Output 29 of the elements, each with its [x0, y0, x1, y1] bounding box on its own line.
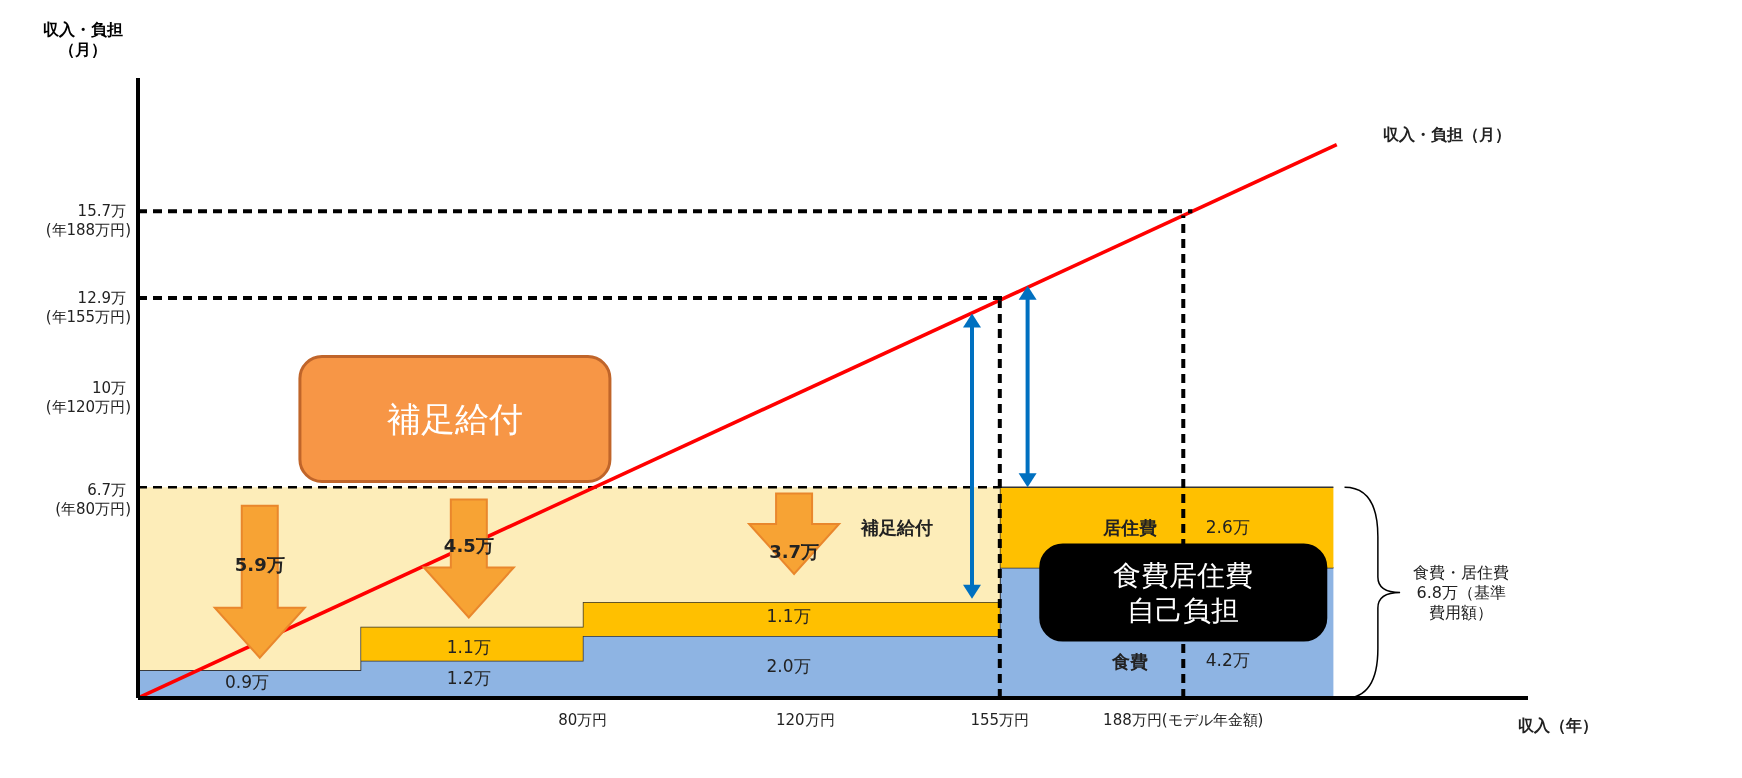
x-tick-label: 120万円	[775, 710, 835, 729]
annotation: 食費居住費自己負担	[1112, 557, 1255, 628]
text: (年188万円)	[44, 220, 131, 240]
x-tick-label: 80万円	[558, 710, 608, 729]
y-tick-label: 12.9万	[77, 288, 126, 307]
annotation: 1.2万	[445, 668, 492, 691]
annotation: 2.6万	[1204, 516, 1251, 539]
text: (年120万円)	[44, 397, 131, 417]
annotation: 食費	[1111, 651, 1150, 674]
y-tick-label: 6.7万	[87, 480, 126, 499]
x-axis-title: 収入（年）	[1518, 715, 1598, 735]
x-tick-label: 155万円	[970, 710, 1030, 729]
x-tick-label: 188万円(モデル年金額)	[1103, 710, 1264, 729]
y-tick-label: 10万	[91, 378, 126, 397]
annotation: 1.1万	[765, 606, 812, 629]
annotation: 4.2万	[1204, 650, 1251, 672]
annotation: 補足給付	[859, 516, 934, 539]
y-tick-label: 15.7万	[77, 201, 126, 220]
annotation: 居住費	[1102, 516, 1159, 539]
annotation: 1.1万	[445, 637, 492, 660]
annotation: 3.7万	[768, 541, 820, 564]
text: (年155万円)	[44, 307, 131, 327]
annotation: 2.0万	[765, 656, 812, 678]
annotation: 食費・居住費6.8万（基準費用額）	[1412, 562, 1511, 623]
text: 収入・負担（月）	[1382, 124, 1511, 144]
text: (年80万円)	[54, 499, 131, 519]
annotation: 補足給付	[385, 397, 524, 441]
annotation: 0.9万	[223, 671, 270, 694]
y-axis-title: 収入・負担（月）	[42, 20, 124, 60]
